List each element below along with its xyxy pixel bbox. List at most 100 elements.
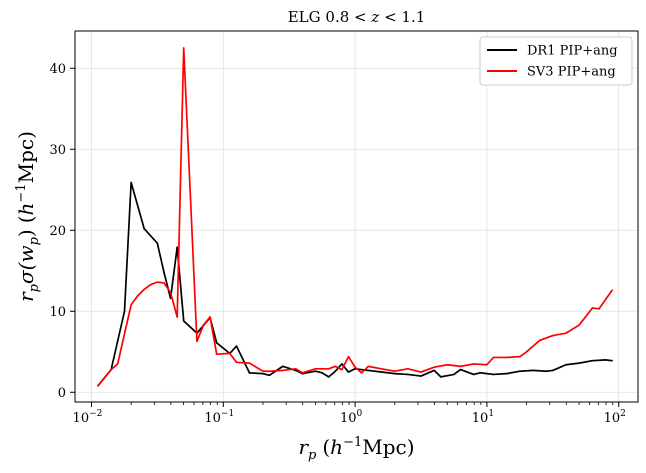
data-point (295, 367, 297, 370)
data-point (248, 362, 251, 364)
y-tick-label: 30 (49, 143, 66, 158)
data-point (262, 372, 264, 375)
data-point (327, 376, 330, 378)
data-point (591, 359, 594, 362)
data-point (156, 281, 159, 283)
data-point (123, 310, 126, 313)
data-point (525, 350, 528, 353)
data-point (116, 363, 119, 365)
data-point (341, 363, 343, 365)
data-point (367, 365, 370, 368)
data-point (334, 365, 337, 368)
data-point (551, 369, 554, 372)
data-point (505, 356, 508, 359)
data-point (578, 324, 580, 326)
data-point (598, 308, 600, 310)
data-point (519, 370, 521, 373)
y-tick-label: 10 (49, 305, 66, 320)
data-point (565, 332, 567, 334)
data-point (479, 372, 482, 374)
data-point (354, 366, 356, 368)
data-point (453, 373, 455, 376)
legend: DR1 PIP+ang SV3 PIP+ang (479, 36, 633, 86)
data-point (611, 359, 613, 362)
x-tick-label: 10−1 (204, 409, 234, 426)
data-point (156, 242, 159, 245)
data-point (228, 352, 231, 355)
x-tick-label: 101 (472, 409, 494, 426)
data-point (143, 288, 145, 291)
data-point (202, 324, 205, 326)
data-point (268, 374, 271, 377)
data-point (327, 367, 330, 370)
data-point (380, 371, 383, 373)
data-point (459, 365, 462, 368)
data-point (393, 372, 396, 375)
data-point (235, 361, 238, 364)
x-tick-label: 10−2 (73, 409, 103, 426)
data-point (321, 372, 323, 374)
x-axis-label: rp (h−1Mpc) (298, 435, 414, 463)
data-point (433, 369, 435, 372)
data-point (130, 303, 132, 306)
data-point (169, 291, 172, 294)
data-point (215, 342, 218, 344)
data-point (347, 371, 350, 373)
data-point (440, 376, 442, 378)
chart-title: ELG 0.8 < z < 1.1 (288, 8, 426, 26)
data-point (393, 370, 396, 373)
data-point (406, 373, 409, 376)
data-point (565, 363, 567, 366)
grid (75, 31, 638, 402)
data-point (314, 370, 317, 373)
data-point (604, 359, 607, 361)
series-line-sv3 (97, 47, 613, 387)
data-point (334, 370, 337, 373)
data-point (505, 372, 508, 375)
data-point (209, 316, 211, 318)
data-point (97, 385, 99, 387)
y-tick-label: 20 (49, 224, 66, 239)
data-point (110, 368, 112, 371)
data-point (347, 355, 350, 358)
data-point (262, 370, 264, 373)
data-point (545, 370, 548, 373)
data-point (150, 283, 152, 286)
data-point (281, 365, 284, 368)
data-point (538, 339, 541, 342)
data-point (472, 363, 475, 365)
legend-label-sv3: SV3 PIP+ang (527, 65, 616, 80)
data-point (268, 370, 271, 373)
data-point (446, 363, 449, 366)
data-point (176, 246, 178, 249)
data-point (163, 282, 165, 284)
y-axis-label: rpσ(wp)(h−1Mpc) (14, 131, 42, 302)
data-point (459, 368, 462, 371)
data-point (578, 362, 580, 364)
data-point (420, 371, 422, 373)
data-point (235, 345, 238, 347)
x-tick-label: 100 (340, 409, 363, 426)
data-point (196, 340, 198, 343)
data-point (380, 367, 383, 370)
data-point (492, 356, 495, 359)
data-point (182, 47, 185, 49)
data-point (486, 372, 488, 375)
data-point (519, 355, 521, 358)
data-point (367, 369, 370, 372)
y-tick-label: 0 (58, 386, 66, 401)
series-layer (97, 47, 613, 387)
x-tick-label: 102 (604, 409, 626, 426)
data-point (169, 297, 172, 300)
y-tick-label: 40 (49, 62, 66, 77)
data-point (420, 375, 422, 377)
data-point (486, 363, 488, 366)
data-point (281, 369, 284, 372)
data-point (492, 373, 495, 376)
data-point (611, 289, 613, 292)
data-point (341, 368, 343, 371)
data-point (215, 353, 218, 356)
data-point (591, 307, 594, 309)
data-point (143, 227, 145, 230)
